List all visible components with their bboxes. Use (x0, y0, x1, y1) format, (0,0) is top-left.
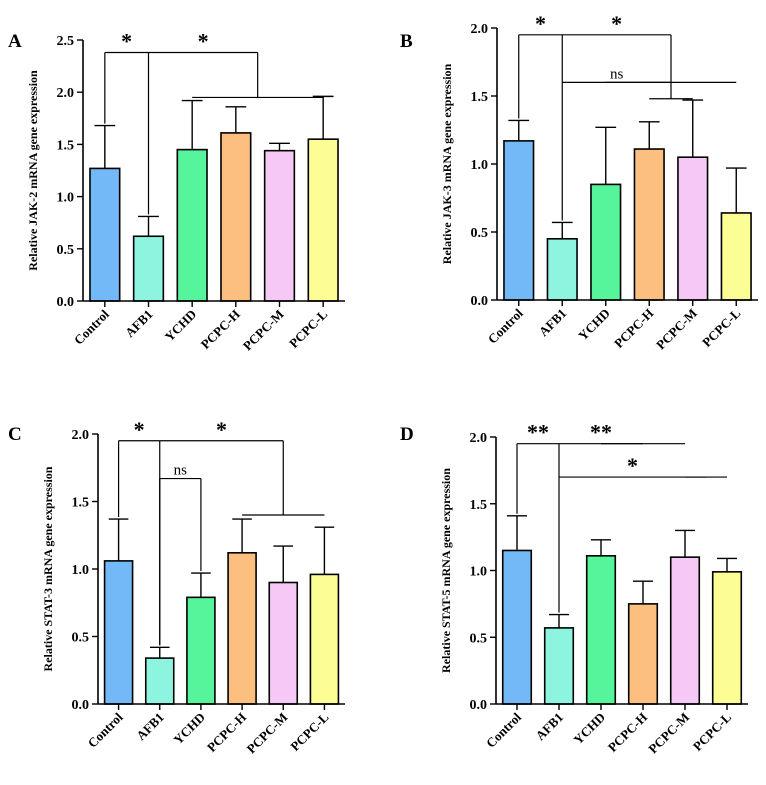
chart-panel-d: D Relative STAT-5 mRNA gene expression 0.0… (400, 420, 748, 757)
y-tick-label: 1.5 (470, 498, 488, 513)
y-tick-label: 2.0 (470, 431, 488, 446)
y-tick-label: 0.5 (57, 243, 75, 258)
y-axis-label: Relative STAT-3 mRNA gene expression (41, 466, 55, 671)
chart-panel-a: A Relative JAK-2 mRNA gene expression 0.0 0… (8, 29, 345, 354)
y-tick-label: 1.0 (471, 158, 489, 173)
y-tick-label: 0.5 (470, 631, 488, 646)
chart-panel-c: C Relative STAT-3 mRNA gene expression 0.0… (8, 417, 345, 757)
y-tick-label: 0.5 (72, 631, 90, 646)
bar-ychd (585, 555, 617, 705)
y-tick-label: 0.0 (470, 698, 488, 713)
bar-pcpc-m (669, 556, 701, 705)
significance-label: * (611, 11, 622, 36)
panel-letter: C (8, 424, 22, 445)
x-tick-label: AFB1 (536, 306, 570, 340)
x-tick-label: PCPC-M (244, 710, 291, 757)
bar-afb1 (543, 627, 575, 705)
x-tick-label: YCHD (575, 306, 613, 344)
significance-label: * (134, 417, 145, 442)
bar-afb1 (546, 238, 578, 301)
panel-letter: B (400, 31, 413, 52)
chart-panel-b: B Relative JAK-3 mRNA gene expression 0.0 0… (400, 11, 758, 353)
significance-label: * (535, 11, 546, 36)
x-tick-label: Control (483, 709, 524, 750)
bar-ychd (590, 183, 622, 301)
bar-pcpc-l (309, 573, 340, 705)
significance-label: ns (610, 66, 624, 82)
panel-letter: A (8, 31, 22, 52)
x-tick-label: YCHD (570, 710, 608, 748)
bar-pcpc-h (633, 148, 665, 301)
bar-pcpc-h (227, 551, 257, 705)
bar-control (503, 140, 535, 301)
y-tick-label: 1.5 (72, 496, 90, 511)
y-tick-label: 0.0 (471, 294, 489, 309)
bar-control (501, 549, 533, 705)
significance-label: ** (527, 420, 549, 445)
bar-pcpc-m (263, 149, 296, 302)
x-tick-label: AFB1 (122, 307, 156, 341)
y-tick-label: 0.0 (57, 295, 75, 310)
bar-ychd (176, 148, 208, 302)
bar-afb1 (132, 235, 165, 302)
significance-label: * (198, 29, 209, 54)
x-tick-label: PCPC-L (690, 709, 735, 754)
x-tick-label: AFB1 (133, 710, 167, 744)
y-tick-label: 2.0 (471, 22, 489, 37)
y-tick-label: 2.5 (57, 34, 75, 49)
y-tick-label: 1.5 (57, 138, 75, 153)
significance-label: ** (590, 420, 612, 445)
significance-label: * (627, 453, 638, 478)
y-axis-label: Relative STAT-5 mRNA gene expression (439, 468, 453, 673)
y-tick-label: 0.5 (471, 226, 489, 241)
y-tick-label: 1.0 (57, 191, 75, 206)
bar-pcpc-l (711, 571, 743, 705)
bar-pcpc-m (677, 156, 709, 301)
x-tick-label: PCPC-L (287, 709, 332, 754)
x-tick-label: PCPC-H (198, 307, 243, 352)
y-axis-label: Relative JAK-2 mRNA gene expression (26, 70, 40, 271)
y-tick-label: 2.0 (57, 86, 75, 101)
x-tick-label: PCPC-H (605, 710, 650, 755)
x-tick-label: PCPC-H (611, 306, 656, 351)
x-tick-label: PCPC-H (204, 710, 249, 755)
x-tick-label: PCPC-L (286, 306, 331, 351)
y-tick-label: 1.0 (72, 563, 90, 578)
y-tick-label: 1.5 (471, 90, 489, 105)
significance-label: * (216, 417, 227, 442)
bar-pcpc-h (627, 603, 659, 705)
y-tick-label: 0.0 (72, 698, 90, 713)
bar-pcpc-l (307, 138, 339, 302)
x-tick-label: PCPC-M (645, 710, 692, 757)
y-tick-label: 1.0 (470, 565, 488, 580)
x-tick-label: PCPC-L (699, 305, 744, 350)
x-tick-label: PCPC-M (653, 306, 700, 353)
bar-control (103, 560, 134, 705)
x-tick-label: Control (71, 306, 112, 347)
x-tick-label: Control (85, 709, 126, 750)
y-axis-label: Relative JAK-3 mRNA gene expression (440, 63, 454, 264)
significance-label: * (121, 29, 132, 54)
x-tick-label: AFB1 (533, 710, 567, 744)
x-tick-label: YCHD (162, 307, 200, 345)
x-tick-label: PCPC-M (240, 307, 287, 354)
panel-letter: D (400, 424, 414, 445)
x-tick-label: YCHD (170, 710, 208, 748)
bar-control (89, 167, 121, 302)
bar-pcpc-l (720, 212, 752, 301)
bar-pcpc-m (268, 581, 299, 705)
bar-ychd (186, 596, 216, 705)
y-tick-label: 2.0 (72, 428, 90, 443)
bar-pcpc-h (220, 132, 252, 302)
bar-afb1 (144, 657, 175, 705)
x-tick-label: Control (485, 305, 526, 346)
significance-label: ns (174, 463, 188, 479)
